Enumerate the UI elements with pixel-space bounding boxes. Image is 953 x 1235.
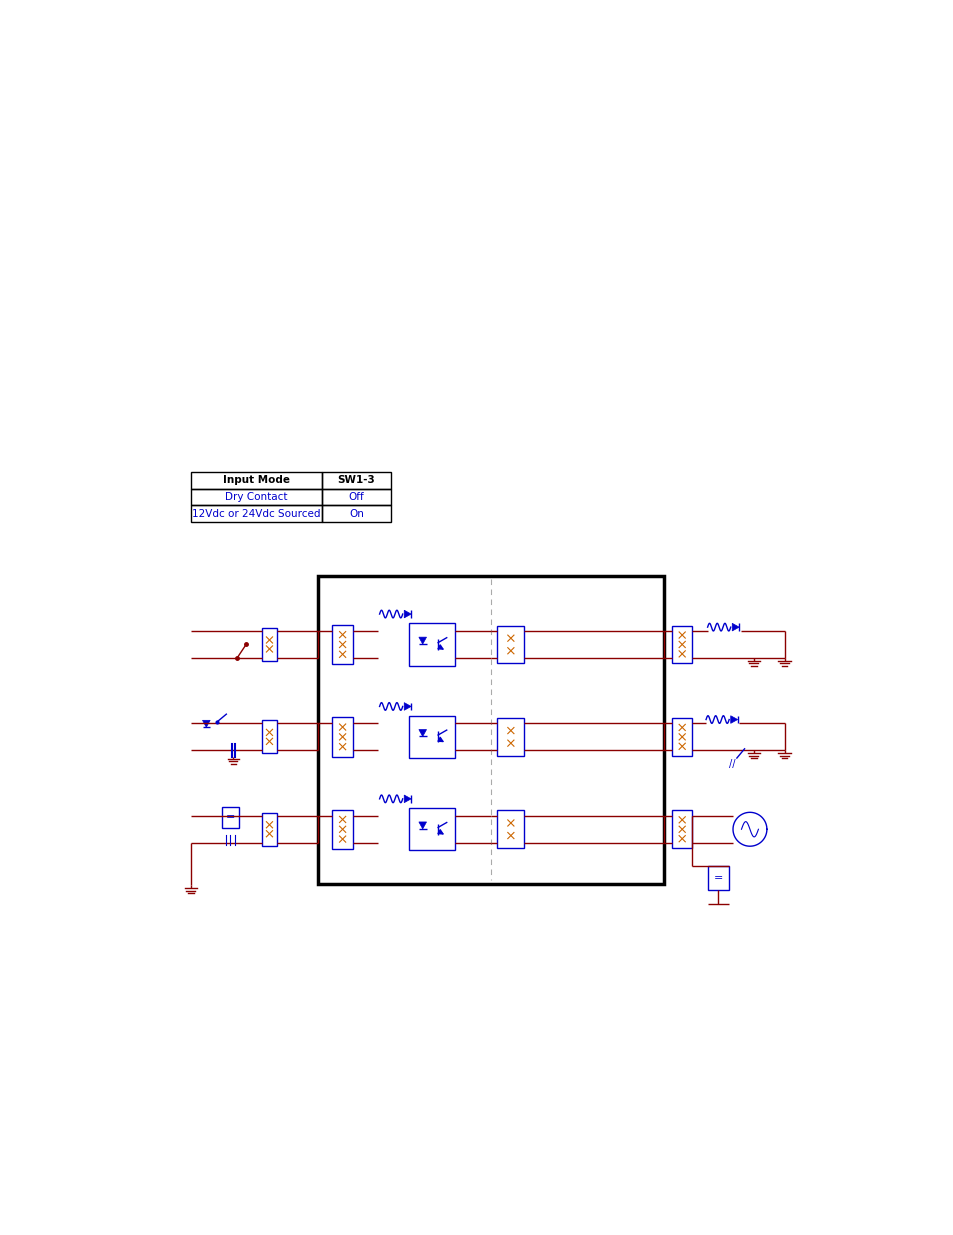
- Bar: [497, 626, 524, 663]
- Text: Dry Contact: Dry Contact: [225, 492, 288, 501]
- Bar: [221, 806, 238, 829]
- Bar: [191, 489, 321, 505]
- Bar: [191, 472, 321, 489]
- Bar: [409, 808, 455, 851]
- Polygon shape: [730, 716, 737, 724]
- Bar: [497, 810, 524, 848]
- Bar: [261, 627, 277, 661]
- Bar: [672, 810, 692, 848]
- Text: //: //: [728, 760, 735, 769]
- Polygon shape: [404, 795, 411, 803]
- Bar: [497, 718, 524, 756]
- Text: SW1-3: SW1-3: [337, 475, 375, 485]
- Bar: [672, 718, 692, 756]
- Bar: [672, 626, 692, 663]
- Bar: [707, 866, 728, 890]
- Bar: [261, 720, 277, 753]
- Text: =: =: [713, 873, 722, 883]
- Polygon shape: [732, 624, 739, 631]
- Bar: [317, 576, 664, 883]
- Polygon shape: [418, 637, 426, 645]
- Bar: [332, 625, 353, 664]
- Text: 12Vdc or 24Vdc Sourced: 12Vdc or 24Vdc Sourced: [192, 509, 320, 519]
- Polygon shape: [404, 610, 411, 618]
- Bar: [321, 472, 391, 489]
- Bar: [409, 624, 455, 666]
- Polygon shape: [202, 720, 210, 727]
- Text: Input Mode: Input Mode: [223, 475, 290, 485]
- Bar: [321, 505, 391, 522]
- Bar: [321, 489, 391, 505]
- Bar: [191, 505, 321, 522]
- Bar: [261, 813, 277, 846]
- Polygon shape: [418, 730, 426, 736]
- Text: On: On: [349, 509, 363, 519]
- Bar: [332, 718, 353, 757]
- Bar: [332, 810, 353, 848]
- Polygon shape: [418, 823, 426, 829]
- Bar: [409, 716, 455, 758]
- Polygon shape: [404, 703, 411, 710]
- Text: Off: Off: [348, 492, 364, 501]
- Text: =: =: [225, 813, 234, 823]
